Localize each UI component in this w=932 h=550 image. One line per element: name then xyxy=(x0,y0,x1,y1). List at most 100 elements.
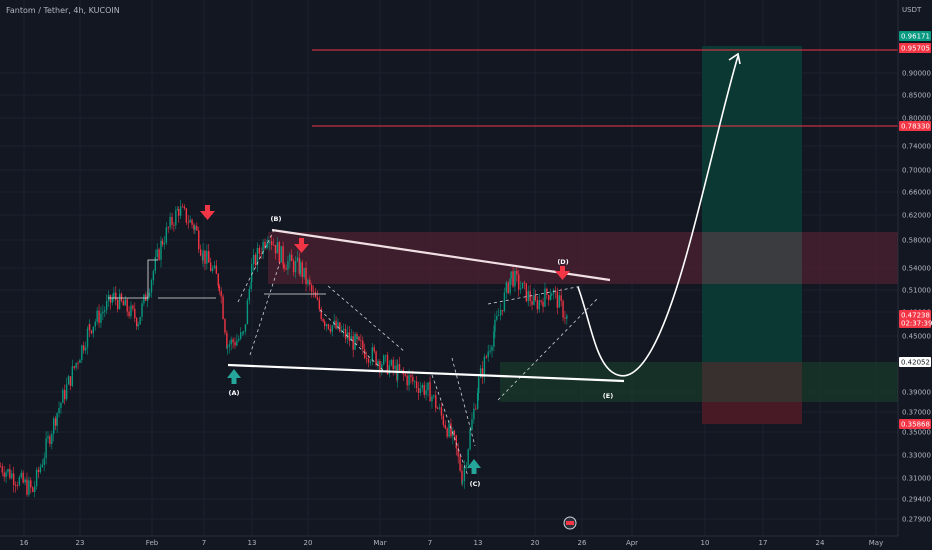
candle xyxy=(9,468,11,479)
y-tick-label: 0.37000 xyxy=(902,409,931,417)
candle xyxy=(461,470,463,484)
candle xyxy=(461,480,464,484)
candle xyxy=(208,250,210,263)
candle xyxy=(41,464,44,467)
lower-trendline[interactable] xyxy=(227,363,625,383)
candle xyxy=(242,331,245,333)
candle xyxy=(331,325,333,332)
candle xyxy=(206,250,208,264)
wave-label-c: (C) xyxy=(470,480,481,488)
candle xyxy=(469,429,471,450)
currency-label: USDT xyxy=(902,6,922,14)
price-badge-label: 0.42052 xyxy=(901,359,930,367)
candle xyxy=(314,292,317,298)
candle xyxy=(518,274,520,290)
candle xyxy=(43,458,45,465)
price-axis[interactable] xyxy=(898,0,932,536)
candle xyxy=(358,336,360,341)
candle xyxy=(499,310,502,316)
candle xyxy=(509,278,511,294)
candle xyxy=(0,466,2,468)
candle xyxy=(14,484,17,486)
candle xyxy=(436,408,439,410)
candle xyxy=(444,424,446,429)
wave-label-d: (D) xyxy=(557,258,568,266)
candle xyxy=(505,282,508,293)
candle xyxy=(88,324,91,331)
x-tick-label: 20 xyxy=(531,539,540,547)
candle xyxy=(498,315,500,317)
up-arrow-icon xyxy=(227,369,241,384)
candle xyxy=(165,227,168,243)
candle xyxy=(191,219,193,225)
candle xyxy=(34,486,36,492)
candle xyxy=(177,208,179,211)
candle xyxy=(35,469,38,487)
candle xyxy=(549,295,552,300)
price-badge-label: 0.35868 xyxy=(901,421,930,429)
x-tick-label: 24 xyxy=(816,539,825,547)
candle xyxy=(158,249,160,260)
candle xyxy=(442,415,445,425)
candle xyxy=(236,340,238,346)
candle xyxy=(552,290,555,294)
candle xyxy=(512,271,514,287)
upper-trendline[interactable] xyxy=(271,228,611,282)
candle xyxy=(291,254,293,261)
candle xyxy=(459,456,461,471)
candle xyxy=(37,469,40,473)
candle xyxy=(379,361,381,371)
candle xyxy=(471,419,473,430)
candle xyxy=(94,321,96,327)
x-tick-label: 7 xyxy=(202,539,206,547)
candle xyxy=(382,355,385,365)
candle xyxy=(124,299,126,306)
candle xyxy=(531,301,533,305)
candle xyxy=(199,249,202,256)
candle xyxy=(12,473,15,485)
candle xyxy=(58,407,60,414)
tradingview-logo-icon[interactable] xyxy=(563,516,577,530)
candle xyxy=(152,271,155,281)
candle xyxy=(258,247,260,254)
candle xyxy=(440,407,443,416)
candle xyxy=(100,313,102,323)
candle xyxy=(566,315,568,319)
candle xyxy=(377,361,379,366)
wave-label-b: (B) xyxy=(271,215,282,223)
candle xyxy=(217,273,219,286)
candle xyxy=(230,339,232,345)
candle xyxy=(305,267,307,285)
candle xyxy=(222,296,224,320)
price-badge xyxy=(899,31,931,41)
candle xyxy=(260,253,262,255)
candle xyxy=(501,310,504,312)
y-tick-label: 0.51000 xyxy=(902,287,931,295)
candle xyxy=(556,291,559,308)
up-arrow-icon xyxy=(467,459,481,474)
candle xyxy=(423,384,425,395)
candle xyxy=(211,268,214,272)
candle xyxy=(412,376,414,382)
candle xyxy=(285,268,287,270)
candle xyxy=(446,428,448,437)
candle xyxy=(448,423,450,437)
candle xyxy=(215,265,218,274)
candle xyxy=(269,241,271,244)
candle xyxy=(86,328,89,348)
x-tick-label: Mar xyxy=(373,539,386,547)
candle xyxy=(367,358,370,363)
price-badge xyxy=(899,357,931,367)
candle xyxy=(254,254,257,266)
candle xyxy=(392,359,394,370)
candle xyxy=(525,283,528,302)
candle xyxy=(56,413,58,426)
candle xyxy=(356,336,358,340)
candle xyxy=(558,295,560,308)
candle xyxy=(339,322,341,332)
y-tick-label: 0.45000 xyxy=(902,333,931,341)
time-axis[interactable] xyxy=(0,536,932,550)
candle xyxy=(311,284,313,292)
y-tick-label: 0.62000 xyxy=(902,212,931,220)
